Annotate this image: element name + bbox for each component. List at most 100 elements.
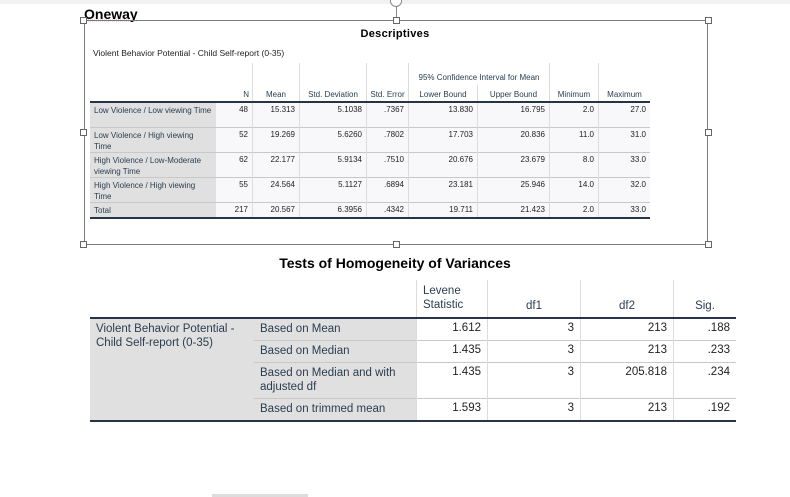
homogeneity-title: Tests of Homogeneity of Variances: [279, 255, 511, 271]
cell-n: 55: [216, 177, 253, 203]
cell-ub: 20.836: [477, 127, 550, 153]
col-ub: Upper Bound: [477, 85, 550, 102]
col-ci-header: 95% Confidence Interval for Mean: [408, 63, 550, 85]
cell-sig: .234: [673, 362, 736, 399]
resize-handle-tc[interactable]: [393, 17, 400, 24]
resize-handle-mr[interactable]: [705, 129, 712, 136]
cell-min: 14.0: [549, 177, 599, 203]
cell-levene: 1.593: [416, 398, 488, 422]
cell-se: .7367: [366, 101, 409, 128]
col-levene: Levene Statistic: [416, 280, 488, 318]
scrollbar[interactable]: [212, 494, 308, 497]
group-label: Violent Behavior Potential - Child Self-…: [90, 317, 254, 422]
cell-max: 32.0: [598, 177, 650, 203]
col-df1: df1: [487, 280, 581, 318]
cell-mean: 15.313: [252, 101, 300, 128]
resize-handle-tr[interactable]: [705, 17, 712, 24]
cell-se: .4342: [366, 202, 409, 219]
resize-handle-tl[interactable]: [80, 17, 87, 24]
col-se: Std. Error: [366, 63, 409, 102]
table-row: Low Violence / Low viewing Time 48 15.31…: [90, 101, 650, 128]
cell-levene: 1.612: [416, 317, 488, 341]
cell-mean: 19.269: [252, 127, 300, 153]
cell-sd: 5.1127: [299, 177, 367, 203]
cell-min: 11.0: [549, 127, 599, 153]
col-sd: Std. Deviation: [299, 63, 367, 102]
table-row: High Violence / Low-Moderate viewing Tim…: [90, 152, 650, 178]
col-sig: Sig.: [673, 280, 736, 318]
cell-df1: 3: [487, 317, 581, 341]
rotate-handle-icon[interactable]: [390, 0, 402, 7]
table-row-total: Total 217 20.567 6.3956 .4342 19.711 21.…: [90, 202, 650, 219]
cell-df1: 3: [487, 398, 581, 422]
cell-ub: 16.795: [477, 101, 550, 128]
resize-handle-ml[interactable]: [80, 129, 87, 136]
table-row: Based on Median and with adjusted df 1.4…: [90, 362, 736, 399]
table-row: High Violence / High viewing Time 55 24.…: [90, 177, 650, 203]
cell-lb: 13.830: [408, 101, 478, 128]
resize-handle-br[interactable]: [705, 241, 712, 248]
cell-ub: 21.423: [477, 202, 550, 219]
cell-se: .7510: [366, 152, 409, 178]
cell-min: 2.0: [549, 202, 599, 219]
cell-df2: 213: [580, 398, 674, 422]
cell-n: 48: [216, 101, 253, 128]
cell-n: 52: [216, 127, 253, 153]
cell-sig: .188: [673, 317, 736, 341]
row-label: Based on Median: [254, 340, 417, 363]
col-max: Maximum: [598, 63, 650, 102]
descriptives-variable: Violent Behavior Potential - Child Self-…: [93, 48, 285, 58]
cell-min: 8.0: [549, 152, 599, 178]
row-label: High Violence / Low-Moderate viewing Tim…: [90, 152, 216, 178]
cell-df1: 3: [487, 362, 581, 399]
cell-se: .6894: [366, 177, 409, 203]
cell-sig: .192: [673, 398, 736, 422]
cell-max: 31.0: [598, 127, 650, 153]
cell-lb: 23.181: [408, 177, 478, 203]
cell-lb: 19.711: [408, 202, 478, 219]
cell-df2: 205.818: [580, 362, 674, 399]
cell-max: 27.0: [598, 101, 650, 128]
table-row: Low Violence / High viewing Time 52 19.2…: [90, 127, 650, 153]
cell-df2: 213: [580, 340, 674, 363]
col-mean: Mean: [252, 63, 300, 102]
cell-sd: 5.1038: [299, 101, 367, 128]
row-label: Based on Median and with adjusted df: [254, 362, 417, 399]
table-row: Violent Behavior Potential - Child Self-…: [90, 317, 736, 422]
section-title: Oneway: [84, 6, 138, 22]
rotate-connector: [396, 6, 397, 18]
cell-sd: 5.6260: [299, 127, 367, 153]
cell-se: .7802: [366, 127, 409, 153]
cell-sig: .233: [673, 340, 736, 363]
cell-lb: 17.703: [408, 127, 478, 153]
row-label: Low Violence / Low viewing Time: [90, 101, 216, 128]
cell-ub: 25.946: [477, 177, 550, 203]
cell-max: 33.0: [598, 202, 650, 219]
col-n: N: [243, 90, 249, 99]
cell-lb: 20.676: [408, 152, 478, 178]
cell-n: 62: [216, 152, 253, 178]
resize-handle-bl[interactable]: [80, 241, 87, 248]
row-label: High Violence / High viewing Time: [90, 177, 216, 203]
cell-levene: 1.435: [416, 362, 488, 399]
cell-max: 33.0: [598, 152, 650, 178]
table-row: Based on trimmed mean 1.593 3 213 .192: [90, 398, 736, 422]
row-label: Total: [90, 202, 216, 219]
cell-sd: 5.9134: [299, 152, 367, 178]
cell-min: 2.0: [549, 101, 599, 128]
cell-ub: 23.679: [477, 152, 550, 178]
cell-df1: 3: [487, 340, 581, 363]
homogeneity-table: Levene Statistic df1 df2 Sig. Violent Be…: [90, 280, 736, 422]
col-lb: Lower Bound: [408, 85, 478, 102]
resize-handle-bc[interactable]: [393, 241, 400, 248]
cell-levene: 1.435: [416, 340, 488, 363]
descriptives-table: N Mean Std. Deviation Std. Error 95% Con…: [90, 63, 650, 219]
cell-mean: 20.567: [252, 202, 300, 219]
col-min: Minimum: [549, 63, 599, 102]
descriptives-title: Descriptives: [360, 28, 430, 40]
col-df2: df2: [580, 280, 674, 318]
table-row: Based on Median 1.435 3 213 .233: [90, 340, 736, 363]
row-label: Based on Mean: [254, 317, 417, 341]
cell-df2: 213: [580, 317, 674, 341]
row-label: Low Violence / High viewing Time: [90, 127, 216, 153]
